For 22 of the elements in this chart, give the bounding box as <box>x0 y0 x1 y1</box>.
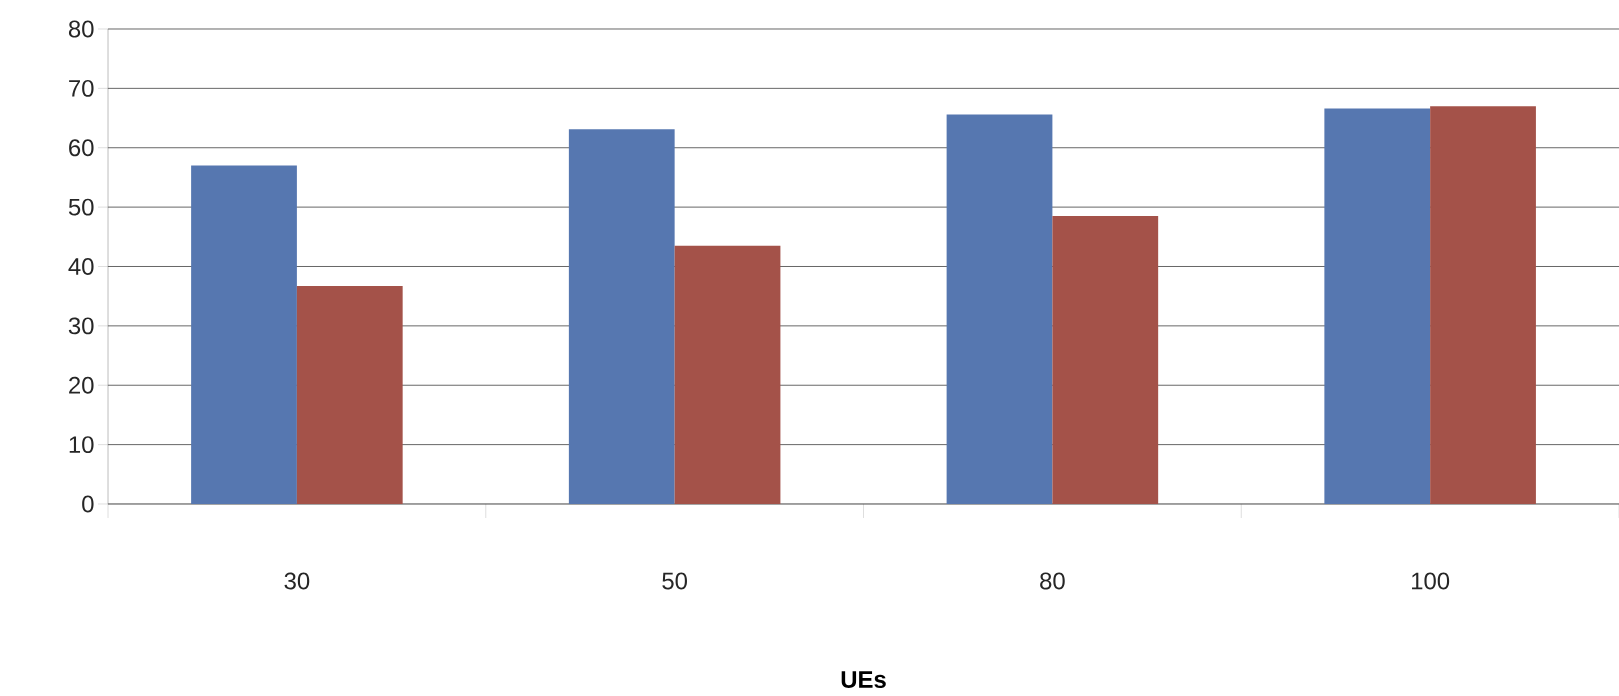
x-tick-label: 30 <box>284 572 310 590</box>
bar <box>568 129 675 504</box>
y-tick-label: 80 <box>68 20 94 38</box>
bar <box>674 245 781 504</box>
x-tick-label: 50 <box>662 572 687 590</box>
bar <box>296 286 403 504</box>
y-tick-label: 70 <box>69 79 94 97</box>
bar <box>191 165 297 504</box>
y-tick-label: 10 <box>69 436 94 454</box>
y-tick-label: 40 <box>68 258 94 275</box>
x-axis-title: UEs <box>841 671 886 688</box>
bar <box>1052 216 1159 504</box>
y-tick-label: 30 <box>68 317 94 335</box>
y-tick-label: 0 <box>82 495 94 513</box>
x-tick-label: 80 <box>1040 572 1065 590</box>
y-tick-label: 50 <box>68 198 94 216</box>
bar <box>1430 106 1536 504</box>
bar <box>946 114 1053 504</box>
y-tick-label: 60 <box>69 139 94 157</box>
y-tick-label: 20 <box>69 376 94 394</box>
x-tick-label: 100 <box>1412 572 1450 590</box>
bar <box>1324 108 1431 504</box>
